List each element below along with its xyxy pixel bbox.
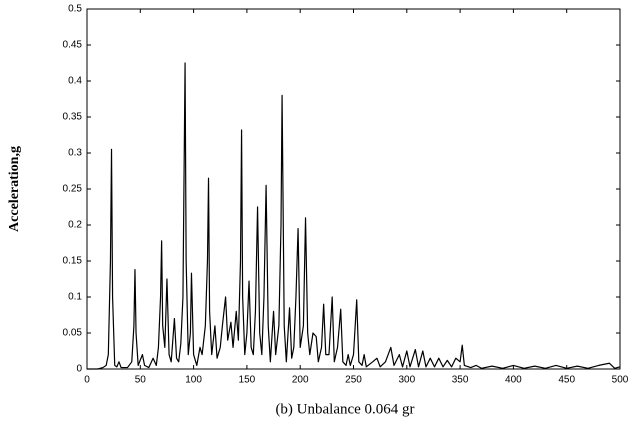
- y-tick-label: 0.2: [68, 220, 82, 231]
- x-tick-label: 400: [505, 375, 522, 386]
- x-tick-label: 150: [239, 375, 256, 386]
- y-tick-label: 0: [76, 364, 82, 375]
- x-tick-label: 350: [452, 375, 469, 386]
- x-tick-label: 500: [612, 375, 629, 386]
- y-tick-label: 0.4: [68, 76, 82, 87]
- y-tick-label: 0.3: [68, 148, 82, 159]
- y-tick-label: 0.05: [63, 328, 83, 339]
- caption: (b) Unbalance 0.064 gr: [275, 401, 414, 417]
- y-tick-label: 0.1: [68, 292, 82, 303]
- x-tick-label: 200: [292, 375, 309, 386]
- y-tick-label: 0.45: [63, 40, 83, 51]
- x-tick-label: 450: [558, 375, 575, 386]
- x-tick-label: 300: [398, 375, 415, 386]
- y-tick-label: 0.35: [63, 112, 83, 123]
- x-tick-label: 50: [135, 375, 147, 386]
- y-tick-label: 0.15: [63, 256, 83, 267]
- y-tick-label: 0.25: [63, 184, 83, 195]
- x-tick-label: 100: [185, 375, 202, 386]
- plot-frame: [86, 8, 621, 370]
- x-tick-label: 0: [84, 375, 90, 386]
- spectrum-line: [87, 62, 621, 370]
- y-tick-label: 0.5: [68, 4, 82, 15]
- x-tick-label: 250: [345, 375, 362, 386]
- y-axis-label: Acceleration,g: [7, 146, 22, 232]
